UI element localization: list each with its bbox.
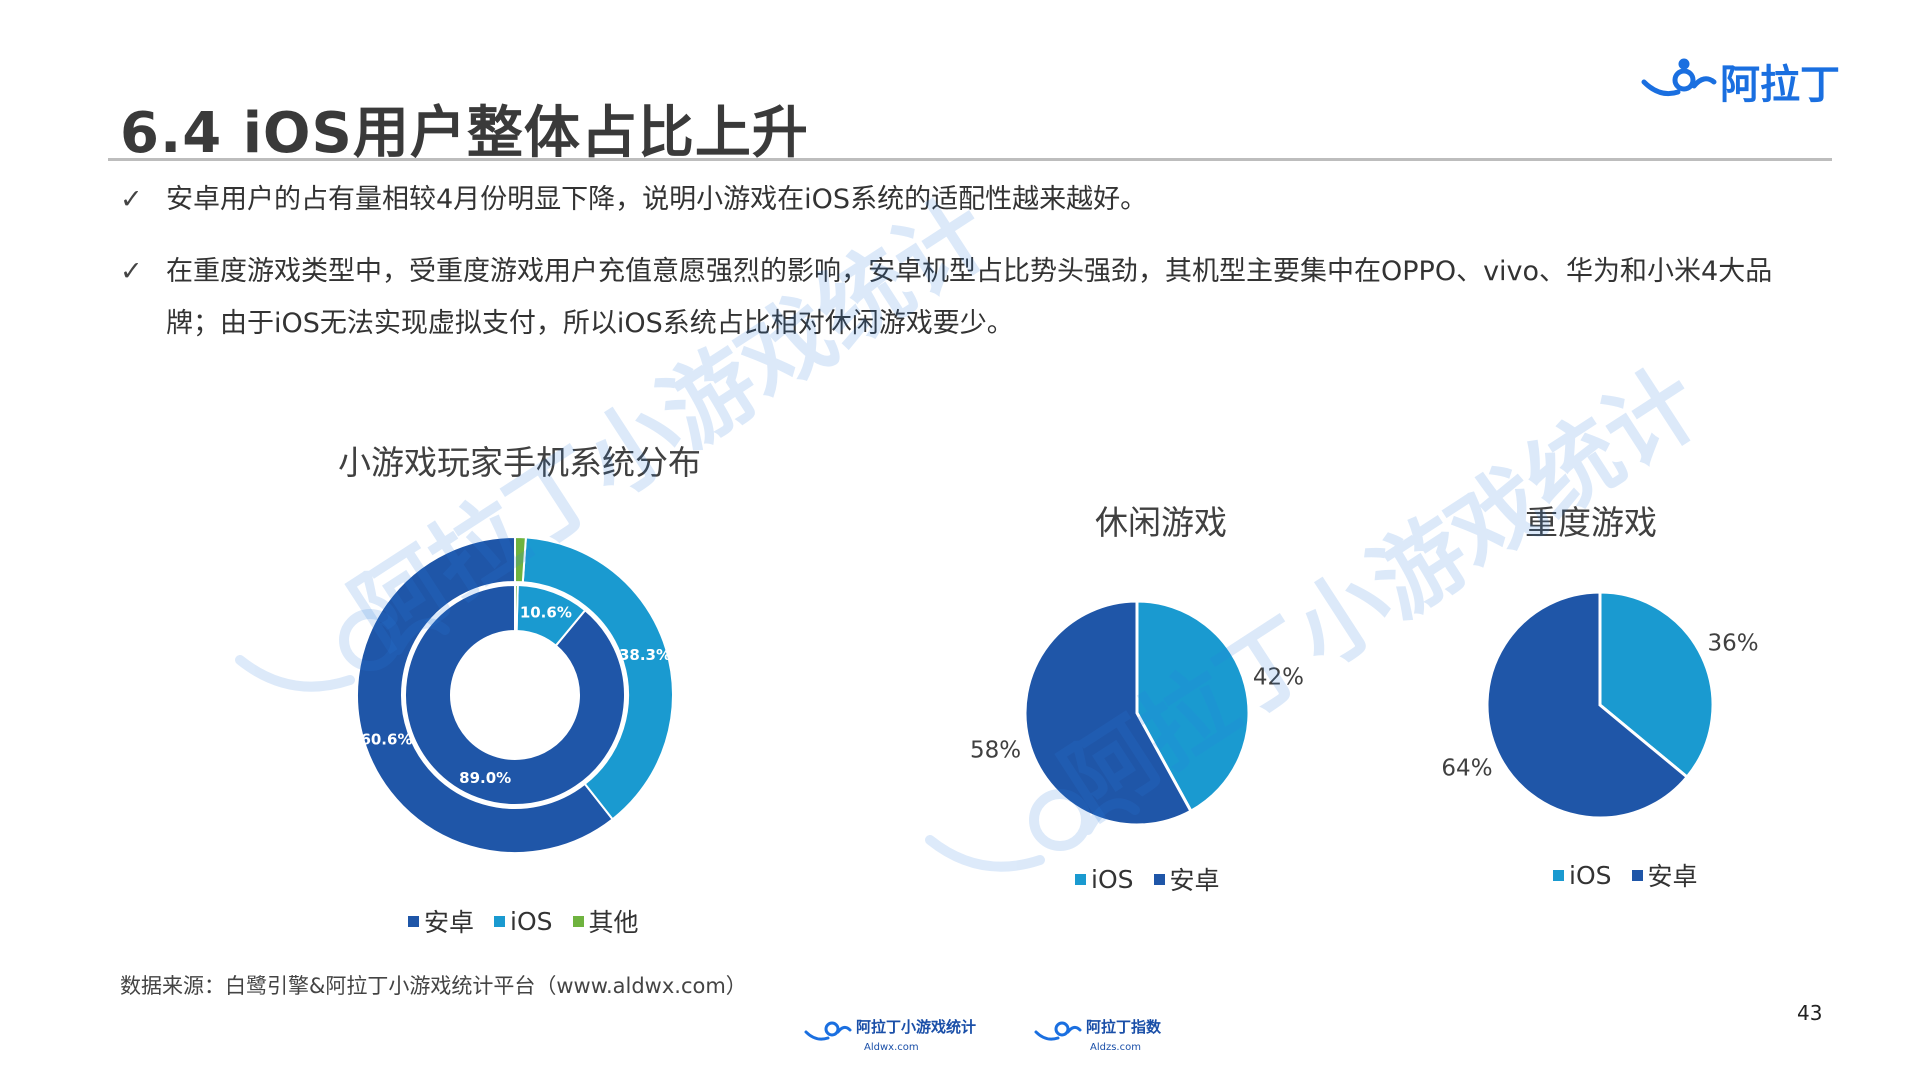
donut-chart: 60.6% 38.3% 89.0% 10.6% [356,535,674,854]
donut-data-label: 60.6% [360,730,412,748]
legend-label: iOS [1569,860,1612,890]
pie-data-label: 64% [1441,756,1492,782]
donut-data-label: 89.0% [459,769,511,787]
footer-logo-name: 阿拉丁指数 [1086,1018,1162,1036]
legend-item-android: 安卓 [1153,861,1220,897]
page-title: 6.4 iOS用户整体占比上升 [120,101,809,166]
donut-chart-title: 小游戏玩家手机系统分布 [338,443,701,482]
legend-swatch-ios [1075,873,1086,885]
footer-logo-aldzs: 阿拉丁指数 Aldzs.com [1034,1018,1162,1053]
footer-logo-aldwx: 阿拉丁小游戏统计 Aldwx.com [804,1018,976,1053]
bullet-item: ✓ 在重度游戏类型中，受重度游戏用户充值意愿强烈的影响，安卓机型占比势头强劲，其… [120,246,1820,350]
title-divider [108,158,1832,161]
aladdin-logo: 阿拉丁 [1641,58,1840,108]
legend-swatch-android [1153,873,1165,885]
lamp-icon [804,1021,852,1041]
pie-slice [1598,590,1715,780]
lamp-icon [1641,58,1717,97]
bullet-text: 安卓用户的占有量相较4月份明显下降，说明小游戏在iOS系统的适配性越来越好。 [166,184,1148,215]
casual-pie-title: 休闲游戏 [1095,503,1227,542]
footer-logo-url: Aldwx.com [864,1042,919,1053]
donut-slice [515,584,587,648]
donut-slice [514,583,519,633]
hardcore-pie-chart: 36% 64% [1441,590,1759,820]
casual-pie-legend: iOS 安卓 [1075,861,1220,897]
check-icon: ✓ [120,256,143,287]
legend-label: 其他 [588,908,639,937]
donut-data-label: 10.6% [520,604,572,622]
legend-swatch-android [408,915,419,927]
logo-text: 阿拉丁 [1720,62,1840,108]
hardcore-pie-legend: iOS 安卓 [1553,857,1698,893]
donut-slice [514,535,527,584]
legend-swatch-ios [494,915,506,927]
footer-logos: 阿拉丁小游戏统计 Aldwx.com 阿拉丁指数 Aldzs.com [804,1018,1162,1053]
casual-pie-chart: 42% 58% [970,599,1304,827]
donut-slice [404,583,626,806]
legend-item-ios: iOS [1075,861,1134,897]
donut-slice [521,536,674,821]
legend-label: iOS [510,906,553,936]
legend-item-android: 安卓 [1631,857,1698,893]
legend-swatch-other [572,915,584,927]
donut-legend: 安卓 iOS 其他 [408,903,639,939]
legend-label: 安卓 [424,908,475,937]
legend-item-other: 其他 [572,903,639,939]
pie-data-label: 36% [1707,630,1758,656]
footer-logo-url: Aldzs.com [1090,1042,1141,1053]
bullet-item: ✓ 安卓用户的占有量相较4月份明显下降，说明小游戏在iOS系统的适配性越来越好。 [120,174,1820,226]
legend-item-android: 安卓 [408,903,474,939]
footer-logo-name: 阿拉丁小游戏统计 [856,1018,976,1036]
legend-swatch-android [1631,869,1643,881]
legend-swatch-ios [1553,869,1564,881]
legend-label: 安卓 [1647,862,1698,891]
legend-item-ios: iOS [494,903,553,939]
legend-item-ios: iOS [1553,857,1612,893]
pie-slice [1023,599,1193,827]
hardcore-pie-title: 重度游戏 [1525,503,1657,542]
pie-slice [1485,590,1690,820]
pie-data-label: 42% [1253,665,1304,691]
pie-data-label: 58% [970,737,1021,763]
donut-data-label: 38.3% [619,646,671,664]
check-icon: ✓ [120,184,143,215]
bullet-text: 在重度游戏类型中，受重度游戏用户充值意愿强烈的影响，安卓机型占比势头强劲，其机型… [166,256,1773,339]
legend-label: iOS [1091,864,1134,894]
data-source-note: 数据来源：白鹭引擎&阿拉丁小游戏统计平台（www.aldwx.com） [120,974,747,998]
donut-slice [356,535,615,854]
pie-slice [1135,599,1251,814]
page-number: 43 [1797,1001,1823,1025]
legend-label: 安卓 [1169,866,1220,895]
lamp-icon [1034,1021,1082,1041]
